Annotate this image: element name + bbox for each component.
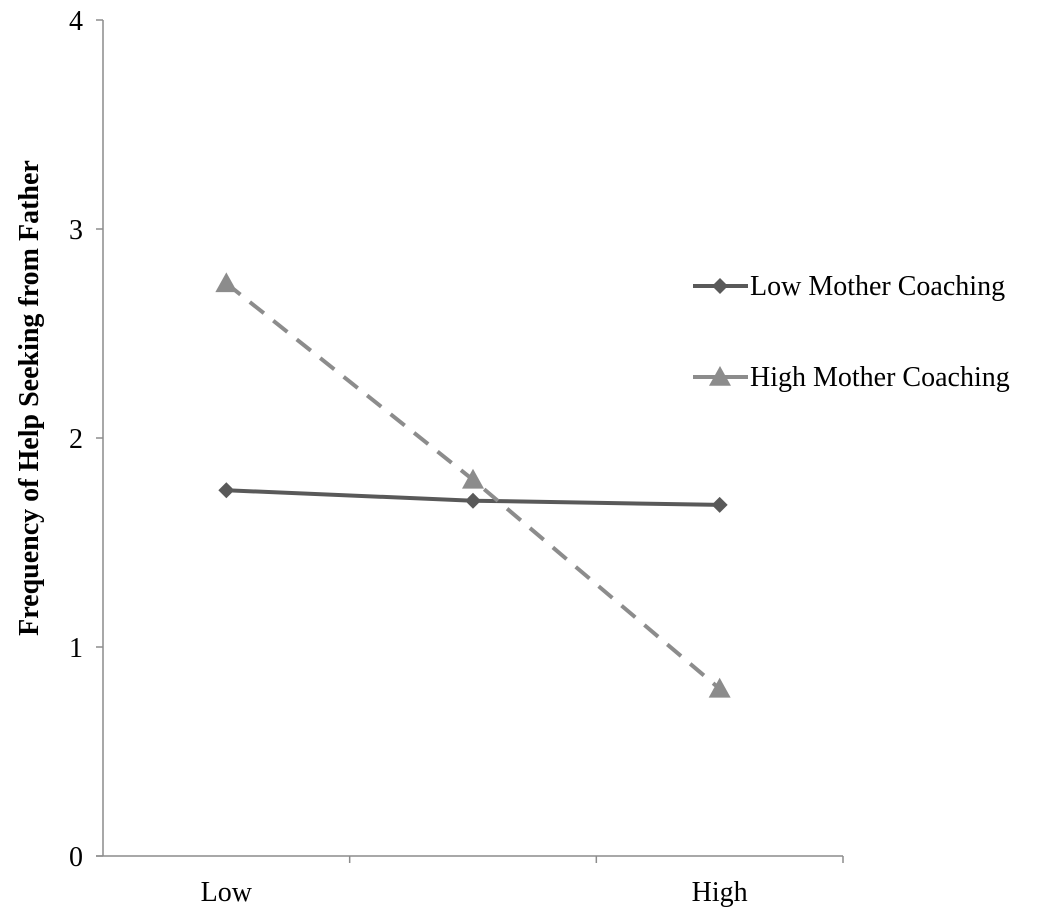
y-axis-title: Frequency of Help Seeking from Father — [14, 160, 45, 636]
legend: Low Mother Coaching High Mother Coaching — [693, 271, 1010, 393]
axes — [96, 20, 843, 857]
data-point — [711, 496, 728, 513]
data-point — [465, 492, 481, 509]
x-tick-label: Low — [201, 877, 253, 908]
x-tick-label: High — [692, 877, 748, 908]
data-point — [215, 272, 238, 293]
x-ticks: Low High — [201, 856, 844, 908]
legend-marker — [712, 278, 728, 294]
y-tick-label: 3 — [69, 215, 83, 246]
data-point — [462, 468, 484, 489]
y-tick-label: 4 — [69, 6, 83, 37]
y-tick-label: 1 — [69, 633, 83, 664]
y-tick-label: 0 — [69, 842, 83, 873]
series-2 — [215, 272, 731, 698]
data-point — [708, 677, 731, 698]
series-layer — [215, 272, 731, 698]
legend-label: High Mother Coaching — [750, 362, 1010, 393]
legend-item: Low Mother Coaching — [693, 271, 1005, 302]
data-point — [218, 482, 235, 499]
y-ticks: 0 1 2 3 4 — [69, 6, 103, 873]
y-tick-label: 2 — [69, 424, 83, 455]
legend-item: High Mother Coaching — [693, 362, 1010, 393]
legend-marker — [709, 366, 731, 386]
series-1 — [218, 482, 728, 513]
legend-label: Low Mother Coaching — [750, 271, 1005, 302]
